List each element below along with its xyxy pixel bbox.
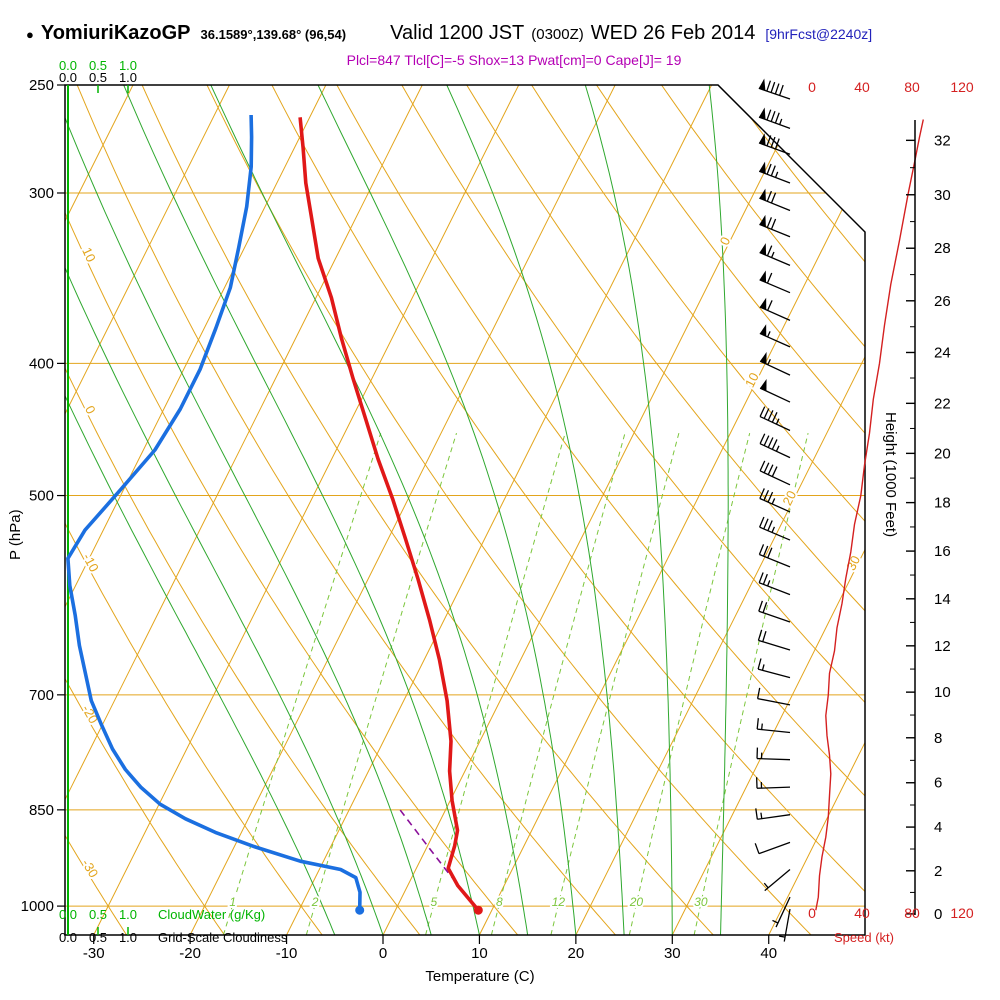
svg-text:1.0: 1.0: [119, 930, 137, 945]
stability-parameters: Plcl=847 Tlcl[C]=-5 Shox=13 Pwat[cm]=0 C…: [346, 52, 682, 68]
svg-text:1000: 1000: [21, 898, 54, 915]
svg-text:-30: -30: [83, 945, 105, 962]
svg-text:CloudWater (g/Kg): CloudWater (g/Kg): [158, 907, 265, 922]
svg-text:12: 12: [934, 638, 951, 655]
svg-text:0.5: 0.5: [89, 930, 107, 945]
svg-text:Height (1000 Feet): Height (1000 Feet): [882, 412, 899, 537]
svg-text:400: 400: [29, 355, 54, 372]
svg-text:0.5: 0.5: [89, 907, 107, 922]
dewpoint-curve: [66, 114, 362, 911]
svg-text:22: 22: [934, 395, 951, 412]
svg-text:120: 120: [950, 79, 974, 95]
grid-lines: [65, 85, 865, 935]
svg-text:Speed (kt): Speed (kt): [834, 930, 894, 945]
svg-text:-20: -20: [179, 945, 201, 962]
svg-text:30: 30: [664, 945, 681, 962]
svg-text:0.0: 0.0: [59, 930, 77, 945]
station-bullet-icon: ●: [26, 27, 34, 42]
svg-text:0.5: 0.5: [89, 70, 107, 85]
svg-text:0.0: 0.0: [59, 70, 77, 85]
svg-text:40: 40: [760, 945, 777, 962]
valid-date: WED 26 Feb 2014: [590, 22, 756, 44]
svg-text:250: 250: [29, 77, 54, 94]
svg-text:0: 0: [82, 403, 99, 416]
svg-text:14: 14: [934, 591, 951, 608]
svg-text:10: 10: [934, 684, 951, 701]
svg-text:-10: -10: [276, 945, 298, 962]
wind-barbs: [754, 78, 791, 942]
svg-text:Temperature (C): Temperature (C): [425, 968, 534, 985]
svg-text:20: 20: [779, 488, 799, 508]
svg-text:0: 0: [717, 234, 734, 247]
svg-text:120: 120: [950, 905, 974, 921]
svg-text:-30: -30: [79, 856, 102, 880]
svg-text:10: 10: [79, 245, 99, 264]
svg-text:0: 0: [808, 79, 816, 95]
svg-text:30: 30: [843, 553, 863, 573]
svg-text:10: 10: [742, 370, 762, 390]
svg-text:30: 30: [934, 187, 951, 204]
svg-text:1.0: 1.0: [119, 907, 137, 922]
surface-dewpoint-dot: [355, 905, 365, 915]
svg-text:0.5: 0.5: [89, 58, 107, 73]
svg-text:30: 30: [694, 895, 708, 909]
svg-text:0.0: 0.0: [59, 907, 77, 922]
svg-text:18: 18: [934, 495, 951, 512]
svg-text:2: 2: [311, 895, 319, 909]
svg-text:8: 8: [934, 730, 942, 747]
station-name: YomiuriKazoGP: [40, 22, 191, 44]
svg-text:2: 2: [934, 863, 942, 880]
svg-text:0: 0: [379, 945, 387, 962]
svg-text:5: 5: [430, 895, 437, 909]
svg-text:1: 1: [229, 895, 236, 909]
title-bar: ● YomiuriKazoGP 36.1589°,139.68° (96,54)…: [26, 22, 872, 45]
svg-text:80: 80: [904, 905, 920, 921]
svg-text:20: 20: [629, 895, 644, 909]
svg-text:40: 40: [854, 79, 870, 95]
svg-text:28: 28: [934, 240, 951, 257]
svg-text:4: 4: [934, 819, 942, 836]
svg-text:12: 12: [552, 895, 566, 909]
svg-text:0.0: 0.0: [59, 58, 77, 73]
svg-text:6: 6: [934, 775, 942, 792]
wind-speed-profile: [815, 119, 924, 911]
svg-text:10: 10: [471, 945, 488, 962]
svg-text:24: 24: [934, 344, 951, 361]
svg-text:0: 0: [808, 905, 816, 921]
svg-text:32: 32: [934, 132, 951, 149]
profiles: [66, 114, 483, 915]
svg-text:1.0: 1.0: [119, 70, 137, 85]
svg-text:700: 700: [29, 687, 54, 704]
forecast-tag: [9hrFcst@2240z]: [765, 26, 873, 42]
cloudwater-axis: [67, 85, 129, 935]
svg-text:300: 300: [29, 185, 54, 202]
svg-text:8: 8: [496, 895, 503, 909]
svg-text:0: 0: [934, 906, 942, 923]
svg-text:26: 26: [934, 293, 951, 310]
surface-temperature-dot: [473, 905, 483, 915]
svg-text:80: 80: [904, 79, 920, 95]
temperature-curve: [298, 117, 480, 912]
svg-text:20: 20: [934, 445, 951, 462]
svg-text:850: 850: [29, 802, 54, 819]
svg-text:20: 20: [568, 945, 585, 962]
svg-text:1.0: 1.0: [119, 58, 137, 73]
valid-zulu: (0300Z): [531, 26, 584, 43]
valid-time: Valid 1200 JST: [390, 22, 525, 44]
svg-text:16: 16: [934, 543, 951, 560]
svg-text:P (hPa): P (hPa): [7, 509, 24, 560]
svg-text:40: 40: [854, 905, 870, 921]
plot-frame: [64, 84, 866, 936]
station-coords: 36.1589°,139.68° (96,54): [200, 27, 347, 42]
svg-text:500: 500: [29, 488, 54, 505]
svg-text:Grid-Scale Cloudiness: Grid-Scale Cloudiness: [158, 930, 288, 945]
